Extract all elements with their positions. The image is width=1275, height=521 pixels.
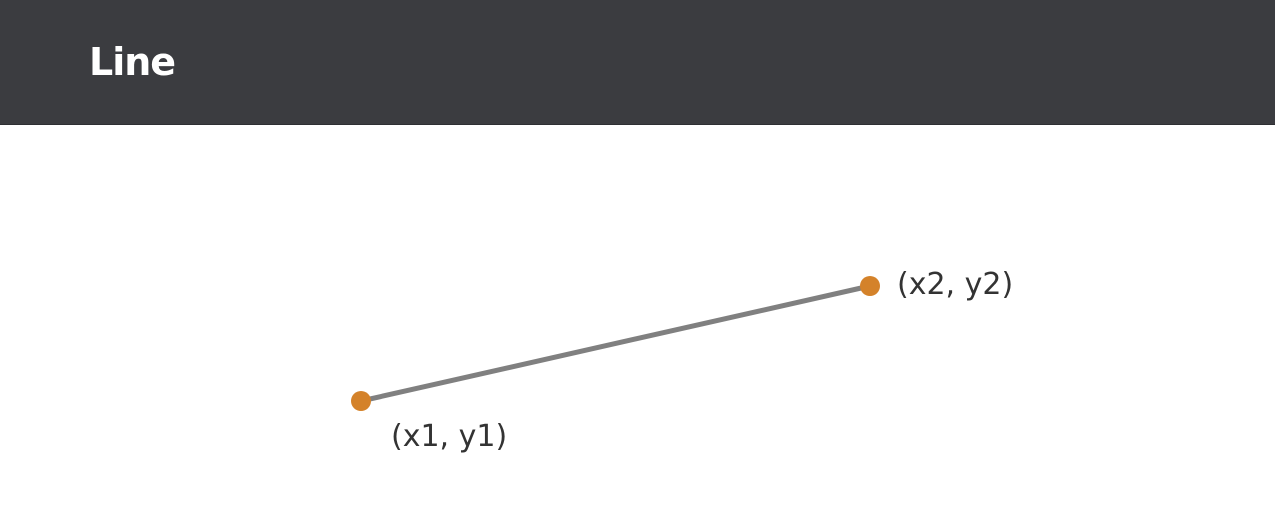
header-bar: Line <box>0 0 1275 125</box>
start-point-label: (x1, y1) <box>391 419 507 454</box>
line-segment <box>358 283 873 404</box>
end-point <box>860 276 880 296</box>
end-point-label: (x2, y2) <box>897 267 1013 302</box>
start-point <box>351 391 371 411</box>
page-title: Line <box>89 40 176 84</box>
